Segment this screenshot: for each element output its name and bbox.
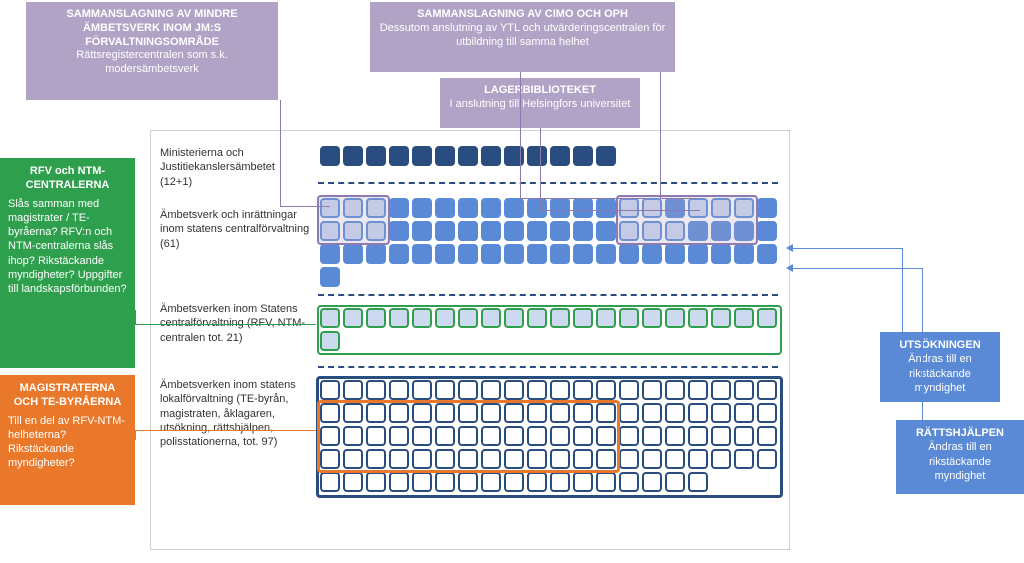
rowlabel-r4: Ämbetsverken inom statens lokalförvaltni… (160, 378, 310, 449)
callout-topRight: SAMMANSLAGNING AV CIMO OCH OPHDessutom a… (370, 2, 675, 72)
separator-0 (318, 182, 778, 184)
cell-r2-2-8 (504, 244, 524, 264)
cell-r2-2-17 (711, 244, 731, 264)
separator-1 (318, 294, 778, 296)
cell-r2-0-11 (573, 198, 593, 218)
cell-r2-2-5 (435, 244, 455, 264)
cell-r2-2-0 (320, 244, 340, 264)
cell-r2-0-5 (435, 198, 455, 218)
callout-topLeft-body: Rättsregistercentralen som s.k. modersäm… (34, 49, 270, 77)
cell-r2-0-10 (550, 198, 570, 218)
cell-r2-1-3 (389, 221, 409, 241)
cell-r2-1-9 (527, 221, 547, 241)
callout-lib-title: LAGERBIBLIOTEKET (448, 84, 632, 98)
side-orange-title: MAGISTRATERNA OCH TE-BYRÅERNA (8, 381, 127, 410)
cell-r2-0-8 (504, 198, 524, 218)
outline-purple-left (317, 195, 390, 245)
cell-r1-0-7 (481, 146, 501, 166)
cell-r1-0-3 (389, 146, 409, 166)
cell-r1-0-5 (435, 146, 455, 166)
cell-r2-0-4 (412, 198, 432, 218)
callout-topLeft-title: SAMMANSLAGNING AV MINDRE ÄMBETSVERK INOM… (34, 8, 270, 49)
side-orange-body: Till en del av RFV-NTM-helheterna? Rikst… (8, 414, 127, 471)
cell-r2-1-6 (458, 221, 478, 241)
side-orange: MAGISTRATERNA OCH TE-BYRÅERNA Till en del… (0, 375, 135, 505)
cell-r2-2-4 (412, 244, 432, 264)
cell-r2-2-18 (734, 244, 754, 264)
callout-lib: LAGERBIBLIOTEKETI anslutning till Helsin… (440, 78, 640, 128)
cell-r2-0-12 (596, 198, 616, 218)
cell-r1-0-2 (366, 146, 386, 166)
cell-r1-0-9 (527, 146, 547, 166)
side-green-title: RFV och NTM-CENTRALERNA (8, 164, 127, 193)
callout-topLeft: SAMMANSLAGNING AV MINDRE ÄMBETSVERK INOM… (26, 2, 278, 100)
cell-r1-0-1 (343, 146, 363, 166)
cell-r2-1-4 (412, 221, 432, 241)
cell-r1-0-6 (458, 146, 478, 166)
cell-r2-0-9 (527, 198, 547, 218)
cell-r1-0-10 (550, 146, 570, 166)
outline-green (317, 305, 782, 355)
cell-r1-0-11 (573, 146, 593, 166)
cell-r2-2-15 (665, 244, 685, 264)
cell-r2-2-16 (688, 244, 708, 264)
cell-r2-2-14 (642, 244, 662, 264)
cell-r2-2-2 (366, 244, 386, 264)
cell-r2-1-12 (596, 221, 616, 241)
cell-r2-0-3 (389, 198, 409, 218)
outline-purple-right (616, 195, 758, 245)
cell-r1-0-8 (504, 146, 524, 166)
side-green-body: Slås samman med magistrater / TE-byråern… (8, 197, 127, 297)
rightbox-ratt-title: RÄTTSHJÄLPEN (904, 426, 1016, 440)
cell-r1-0-12 (596, 146, 616, 166)
cell-r2-0-7 (481, 198, 501, 218)
rowlabel-r1: Ministerierna och Justitiekanslersämbete… (160, 146, 310, 189)
cell-r2-2-19 (757, 244, 777, 264)
cell-r2-2-13 (619, 244, 639, 264)
cell-r2-3-0 (320, 267, 340, 287)
separator-2 (318, 366, 778, 368)
cell-r2-2-12 (596, 244, 616, 264)
rightbox-ratt-body: Ändras till en rikstäckande myndighet (904, 440, 1016, 483)
cell-r2-2-7 (481, 244, 501, 264)
cell-r2-1-7 (481, 221, 501, 241)
cell-r1-0-4 (412, 146, 432, 166)
callout-topRight-body: Dessutom anslutning av YTL och utvärderi… (378, 22, 667, 50)
rightbox-uts-title: UTSÖKNINGEN (888, 338, 992, 352)
cell-r2-1-11 (573, 221, 593, 241)
cell-r2-0-19 (757, 198, 777, 218)
rightbox-ratt: RÄTTSHJÄLPENÄndras till en rikstäckande … (896, 420, 1024, 494)
cell-r2-2-1 (343, 244, 363, 264)
cell-r2-1-5 (435, 221, 455, 241)
cell-r1-0-0 (320, 146, 340, 166)
cell-r2-2-10 (550, 244, 570, 264)
cell-r2-2-3 (389, 244, 409, 264)
outline-orange (317, 400, 620, 473)
cell-r2-1-10 (550, 221, 570, 241)
callout-topRight-title: SAMMANSLAGNING AV CIMO OCH OPH (378, 8, 667, 22)
rightbox-uts: UTSÖKNINGENÄndras till en rikstäckande m… (880, 332, 1000, 402)
side-green: RFV och NTM-CENTRALERNA Slås samman med m… (0, 158, 135, 368)
rightbox-uts-body: Ändras till en rikstäckande myndighet (888, 352, 992, 395)
cell-r2-2-11 (573, 244, 593, 264)
cell-r2-1-19 (757, 221, 777, 241)
cell-r2-0-6 (458, 198, 478, 218)
cell-r2-2-6 (458, 244, 478, 264)
cell-r2-2-9 (527, 244, 547, 264)
callout-lib-body: I anslutning till Helsingfors universite… (448, 98, 632, 112)
rowlabel-r2: Ämbetsverk och inrättningar inom statens… (160, 208, 310, 251)
cell-r2-1-8 (504, 221, 524, 241)
